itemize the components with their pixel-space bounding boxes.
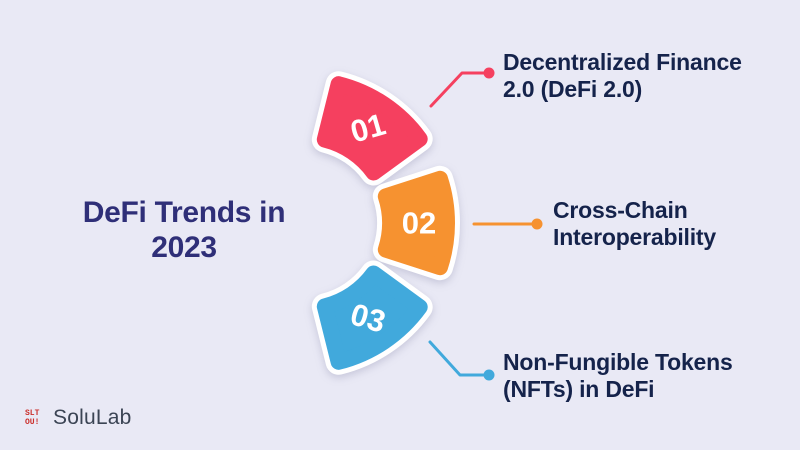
connector-01-line xyxy=(429,71,488,108)
label-defi-2-0-line1: Decentralized Finance xyxy=(503,49,742,75)
page-title: DeFi Trends in 2023 xyxy=(82,196,286,264)
label-nfts: Non-Fungible Tokens (NFTs) in DeFi xyxy=(503,349,733,403)
label-cross-chain-line1: Cross-Chain xyxy=(553,197,688,223)
connector-03-dot xyxy=(483,369,495,381)
solulab-logo-mark-icon: SLT OU! xyxy=(25,407,47,429)
connector-01 xyxy=(429,67,495,108)
segment-03-shape xyxy=(316,265,428,370)
connector-02-dot xyxy=(531,218,543,230)
solulab-logo: SLT OU! SoluLab xyxy=(25,406,131,430)
segment-03: 03 xyxy=(311,260,433,375)
solulab-wordmark: SoluLab xyxy=(53,406,132,429)
segment-02-shape xyxy=(377,170,455,276)
solulab-logo-mark-row1: SLT xyxy=(25,409,40,418)
segment-02-number: 02 xyxy=(402,206,436,241)
connector-01-dot xyxy=(483,67,495,79)
segment-01-shape xyxy=(316,76,428,181)
solulab-logo-mark-row2: OU! xyxy=(25,418,40,427)
connector-03 xyxy=(428,340,495,381)
label-defi-2-0-line2: 2.0 (DeFi 2.0) xyxy=(503,76,643,102)
label-nfts-line2: (NFTs) in DeFi xyxy=(503,376,655,402)
label-nfts-line1: Non-Fungible Tokens xyxy=(503,349,733,375)
segment-02: 02 xyxy=(372,165,460,281)
label-cross-chain-line2: Interoperability xyxy=(553,224,716,250)
connector-03-line xyxy=(428,340,488,377)
connector-02 xyxy=(472,218,543,230)
segment-01: 01 xyxy=(311,71,433,186)
label-cross-chain: Cross-Chain Interoperability xyxy=(553,197,716,251)
label-defi-2-0: Decentralized Finance 2.0 (DeFi 2.0) xyxy=(503,49,742,103)
